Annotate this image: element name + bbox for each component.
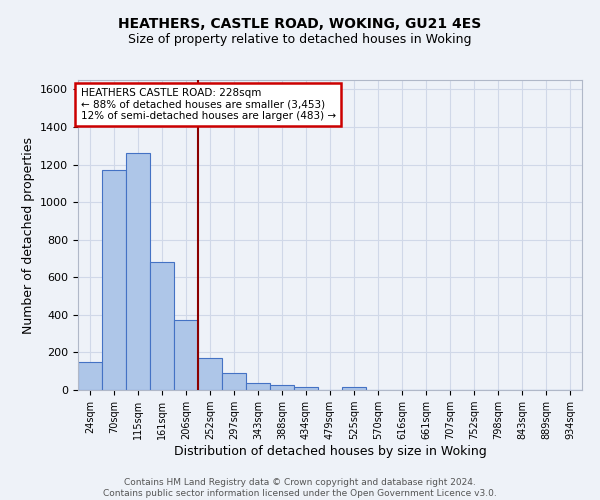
- Bar: [102, 170, 126, 390]
- Bar: [270, 384, 294, 390]
- Bar: [222, 373, 246, 390]
- Text: Contains HM Land Registry data © Crown copyright and database right 2024.
Contai: Contains HM Land Registry data © Crown c…: [103, 478, 497, 498]
- Bar: [78, 362, 102, 390]
- Text: HEATHERS CASTLE ROAD: 228sqm
← 88% of detached houses are smaller (3,453)
12% of: HEATHERS CASTLE ROAD: 228sqm ← 88% of de…: [80, 88, 335, 121]
- X-axis label: Distribution of detached houses by size in Woking: Distribution of detached houses by size …: [173, 445, 487, 458]
- Y-axis label: Number of detached properties: Number of detached properties: [22, 136, 35, 334]
- Text: Size of property relative to detached houses in Woking: Size of property relative to detached ho…: [128, 32, 472, 46]
- Bar: [126, 154, 150, 390]
- Bar: [174, 320, 198, 390]
- Text: HEATHERS, CASTLE ROAD, WOKING, GU21 4ES: HEATHERS, CASTLE ROAD, WOKING, GU21 4ES: [118, 18, 482, 32]
- Bar: [150, 262, 174, 390]
- Bar: [246, 383, 270, 390]
- Bar: [342, 387, 366, 390]
- Bar: [294, 386, 318, 390]
- Bar: [198, 358, 222, 390]
